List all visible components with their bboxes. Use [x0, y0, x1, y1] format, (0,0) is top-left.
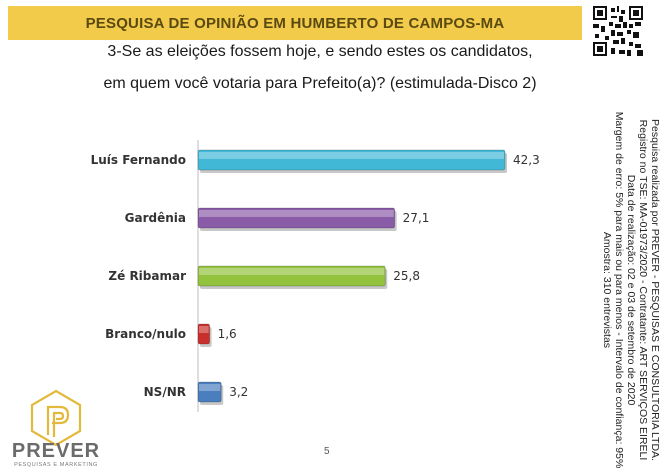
value-label-luis-fernando: 42,3 — [513, 153, 540, 167]
logo-tagline: PESQUISAS E MARKETING — [14, 462, 98, 468]
bar-highlight-gardenia — [199, 210, 394, 217]
category-label-ze-ribamar: Zé Ribamar — [108, 269, 186, 283]
value-label-ns-nr: 3,2 — [229, 385, 248, 399]
bar-gardenia — [197, 207, 396, 229]
header-band: PESQUISA DE OPINIÃO EM HUMBERTO DE CAMPO… — [8, 6, 582, 40]
methodology-note: Pesquisa realizada por PREVER - PESQUISA… — [601, 90, 661, 475]
question-line-2: em quem você votaria para Prefeito(a)? (… — [103, 75, 537, 92]
prever-logo-icon — [30, 389, 82, 447]
bar-highlight-branco-nulo — [199, 326, 209, 333]
methodology-line-3: Data de realização: 02 e 03 de setembro … — [625, 174, 637, 406]
category-label-gardenia: Gardênia — [125, 211, 186, 225]
page-number: 5 — [324, 446, 330, 457]
value-label-gardenia: 27,1 — [403, 211, 430, 225]
bar-highlight-ze-ribamar — [199, 268, 385, 275]
question-line-1: 3-Se as eleições fossem hoje, e sendo es… — [107, 43, 533, 60]
bar-branco-nulo — [197, 323, 211, 345]
category-label-branco-nulo: Branco/nulo — [105, 327, 186, 341]
page-title: PESQUISA DE OPINIÃO EM HUMBERTO DE CAMPO… — [85, 14, 505, 32]
bar-ze-ribamar — [197, 265, 386, 287]
bar-highlight-ns-nr — [199, 384, 221, 391]
category-label-ns-nr: NS/NR — [144, 385, 186, 399]
category-label-luis-fernando: Luís Fernando — [91, 153, 186, 167]
methodology-line-4: Margem de erro: 5% para mais ou para men… — [613, 111, 625, 469]
bar-luis-fernando — [197, 149, 506, 171]
methodology-line-1: Pesquisa realizada por PREVER - PESQUISA… — [649, 119, 661, 461]
logo-wordmark: PREVER — [11, 440, 101, 462]
bar-highlight-luis-fernando — [199, 152, 504, 159]
methodology-line-5: Amostra: 310 entrevistas — [601, 231, 613, 349]
methodology-line-2: Registro no TSE: MA-01973/2020 - Contrat… — [637, 119, 649, 461]
value-label-branco-nulo: 1,6 — [218, 327, 237, 341]
value-label-ze-ribamar: 25,8 — [393, 269, 420, 283]
bar-ns-nr — [197, 381, 222, 403]
qr-code-icon — [593, 6, 643, 56]
